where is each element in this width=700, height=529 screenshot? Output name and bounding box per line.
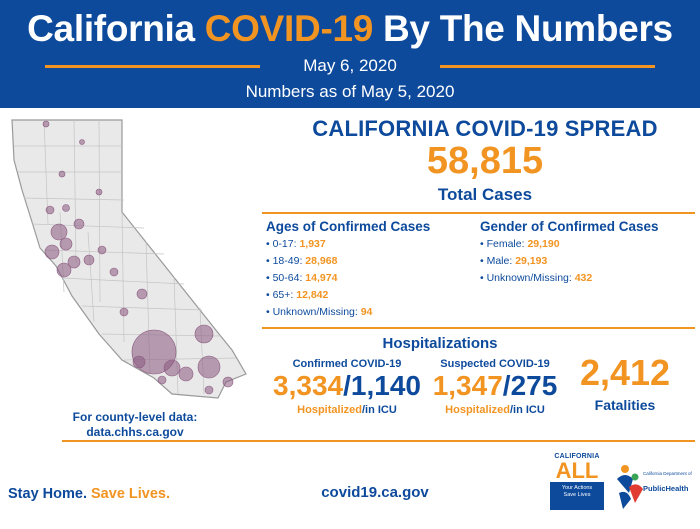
page-title: California COVID-19 By The Numbers (0, 8, 700, 50)
confirmed-values: 3,334/1,140 (273, 370, 421, 401)
cdph-logo: California Department of PublicHealth (615, 455, 700, 525)
california-map (11, 119, 247, 399)
cdph-figure-icon (617, 465, 643, 509)
suspected-hospitalized: 1,347 (432, 370, 503, 401)
confirmed-hospitalized: 3,334 (273, 370, 344, 401)
confirmed-title: Confirmed COVID-19 (292, 358, 402, 370)
divider-top (262, 212, 695, 214)
list-item: • 18-49: 28,968 (266, 255, 338, 267)
case-bubbles (42, 120, 234, 395)
map-caption-line1: For county-level data: (72, 410, 198, 424)
title-suffix: By The Numbers (383, 8, 673, 49)
ages-list: • 0-17: 1,937 • 18-49: 28,968 • 50-64: 1… (266, 236, 372, 321)
suspected-values: 1,347/275 (432, 370, 558, 401)
list-item: • Male: 29,193 (480, 255, 548, 267)
suspected-title: Suspected COVID-19 (440, 358, 550, 370)
fatalities-label: Fatalities (594, 397, 656, 413)
suspected-icu: 275 (510, 370, 558, 401)
list-item: • 50-64: 14,974 (266, 272, 338, 284)
confirmed-label: Hospitalized/in ICU (297, 404, 397, 416)
list-item: • Female: 29,190 (480, 238, 560, 250)
gender-list: • Female: 29,190 • Male: 29,193 • Unknow… (480, 236, 592, 287)
hospitalizations-title: Hospitalizations (382, 335, 498, 352)
header-rule-right (440, 65, 655, 68)
california-outline (11, 119, 247, 399)
divider-middle (262, 327, 695, 329)
fatalities-value: 2,412 (579, 352, 671, 393)
slogan: Stay Home. Save Lives. (8, 486, 171, 502)
map-caption: For county-level data: data.chhs.ca.gov (55, 410, 215, 440)
total-cases-value: 58,815 (426, 140, 544, 182)
gender-title: Gender of Confirmed Cases (480, 219, 659, 234)
title-prefix: California (27, 8, 195, 49)
header-rule-left (45, 65, 260, 68)
data-portal-link[interactable]: data.chhs.ca.gov (86, 425, 184, 439)
total-cases-label: Total Cases (437, 185, 533, 204)
confirmed-icu: 1,140 (350, 370, 421, 401)
list-item: • Unknown/Missing: 94 (266, 306, 373, 318)
release-date: May 6, 2020 (303, 56, 397, 75)
website-link[interactable]: covid19.ca.gov (321, 484, 429, 501)
suspected-label: Hospitalized/in ICU (445, 404, 545, 416)
spread-title: CALIFORNIA COVID-19 SPREAD (312, 116, 658, 141)
as-of-date: Numbers as of May 5, 2020 (245, 82, 455, 101)
list-item: • Unknown/Missing: 432 (480, 272, 593, 284)
header-banner: California COVID-19 By The Numbers May 6… (0, 0, 700, 108)
list-item: • 0-17: 1,937 (266, 238, 326, 250)
cdph-logo-line1: California Department of (643, 471, 692, 476)
ages-title: Ages of Confirmed Cases (266, 219, 431, 234)
california-all-logo: CALIFORNIA ALL Your Actions Save Lives (550, 453, 604, 521)
divider-bottom (62, 440, 695, 442)
title-highlight: COVID-19 (204, 8, 374, 49)
cdph-logo-line2: PublicHealth (643, 484, 689, 493)
list-item: • 65+: 12,842 (266, 289, 329, 301)
